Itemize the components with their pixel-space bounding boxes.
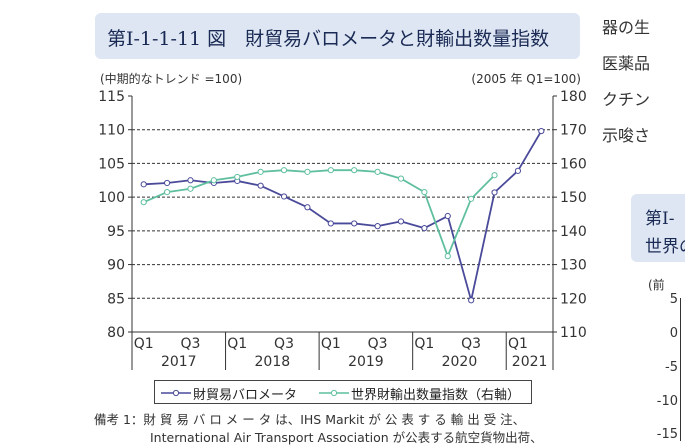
data-point-exports <box>468 195 475 202</box>
data-point-barometer <box>280 193 288 200</box>
left-tick-label: 110 <box>98 123 125 139</box>
series-line-exports <box>143 169 496 259</box>
legend: 財貿易バロメータ 世界財輸出数量指数（右軸） <box>154 380 532 404</box>
side-axis-tick: 0 <box>669 326 678 341</box>
data-point-barometer <box>163 179 171 187</box>
quarter-label: Q3 <box>274 336 294 352</box>
left-tick-label: 115 <box>98 89 125 105</box>
left-tick-label: 100 <box>98 190 125 206</box>
data-point-barometer <box>187 177 194 184</box>
right-axis-unit: (2005 年 Q1=100) <box>471 72 581 86</box>
note-line-2: International Air Transport Association … <box>150 430 543 445</box>
side-axis-line <box>680 298 681 441</box>
right-tick-label: 180 <box>560 89 587 105</box>
left-tick-label: 80 <box>107 325 125 341</box>
side-figure-title-1: 第Ⅰ- <box>645 209 675 229</box>
title-box: 第Ⅰ-1-1-11 図 財貿易バロメータと財輸出数量指数 <box>95 13 580 59</box>
side-axis-tick: -10 <box>656 394 678 409</box>
quarter-label: Q1 <box>134 336 154 352</box>
data-point-exports <box>444 253 451 260</box>
side-text-1: 器の生 <box>602 18 651 37</box>
legend-barometer-swatch <box>161 389 191 397</box>
data-point-exports <box>187 185 194 192</box>
right-tick-label: 130 <box>560 258 587 274</box>
right-tick-label: 140 <box>560 224 587 240</box>
note-line-1: 備考 1：財 貿 易 バ ロ メ ー タ は、IHS Markit が 公 表 … <box>94 412 526 427</box>
right-tick-label: 150 <box>560 190 587 206</box>
data-point-barometer <box>397 218 405 225</box>
side-axis-tick: 5 <box>669 292 678 307</box>
legend-exports-swatch <box>319 389 349 397</box>
side-axis-tick: -15 <box>656 427 678 442</box>
quarter-label: Q1 <box>321 336 341 352</box>
data-point-exports <box>374 168 381 175</box>
side-figure-title-2: 世界の <box>645 237 685 257</box>
quarter-label: Q1 <box>227 336 247 352</box>
data-point-barometer <box>351 220 358 227</box>
data-point-barometer <box>514 167 522 174</box>
data-point-exports <box>140 199 147 206</box>
data-point-barometer <box>538 127 545 135</box>
data-point-barometer <box>444 212 451 220</box>
quarter-label: Q3 <box>368 336 388 352</box>
right-tick-label: 160 <box>560 156 587 172</box>
quarter-label: Q1 <box>508 336 528 352</box>
data-point-barometer <box>140 181 147 188</box>
data-point-exports <box>280 167 288 174</box>
year-label: 2018 <box>255 354 291 370</box>
chart-title: 第Ⅰ-1-1-11 図 財貿易バロメータと財輸出数量指数 <box>107 28 550 50</box>
side-axis-unit: (前 <box>648 278 665 292</box>
side-figure-title-box <box>631 194 685 262</box>
data-point-exports <box>257 168 264 175</box>
left-tick-label: 105 <box>98 156 125 172</box>
year-label: 2017 <box>161 354 197 370</box>
data-point-barometer <box>421 225 428 232</box>
legend-exports-label: 世界財輸出数量指数（右軸） <box>351 388 521 403</box>
quarter-label: Q1 <box>414 336 434 352</box>
data-point-barometer <box>327 220 334 227</box>
data-point-exports <box>491 172 498 179</box>
right-tick-label: 110 <box>560 325 587 341</box>
right-tick-label: 170 <box>560 123 587 139</box>
side-text-2: 医薬品 <box>602 54 651 73</box>
left-tick-label: 95 <box>107 224 125 240</box>
series-line-barometer <box>143 130 543 301</box>
year-label: 2019 <box>348 354 384 370</box>
data-point-exports <box>351 167 358 174</box>
data-point-barometer <box>304 204 311 211</box>
data-point-exports <box>421 188 428 196</box>
legend-barometer-label: 財貿易バロメータ <box>193 388 298 403</box>
left-tick-label: 85 <box>107 291 125 307</box>
left-axis-unit: (中期的なトレンド =100) <box>100 72 243 86</box>
data-point-barometer <box>491 189 498 196</box>
quarter-label: Q3 <box>181 336 201 352</box>
left-tick-label: 90 <box>107 258 125 274</box>
data-point-barometer <box>257 182 264 189</box>
data-point-exports <box>234 173 241 181</box>
data-point-exports <box>397 175 405 182</box>
data-point-barometer <box>374 223 381 230</box>
year-label: 2021 <box>512 354 548 370</box>
side-text-4: 示唆さ <box>602 126 651 145</box>
data-point-barometer <box>468 297 475 304</box>
right-tick-label: 120 <box>560 291 587 307</box>
data-point-exports <box>327 167 334 174</box>
data-point-exports <box>163 188 171 196</box>
quarter-label: Q3 <box>461 336 481 352</box>
data-point-exports <box>304 168 311 175</box>
side-text-3: クチン <box>602 90 651 109</box>
year-label: 2020 <box>442 354 478 370</box>
side-axis-tick: -5 <box>665 360 678 375</box>
data-point-exports <box>210 177 217 184</box>
